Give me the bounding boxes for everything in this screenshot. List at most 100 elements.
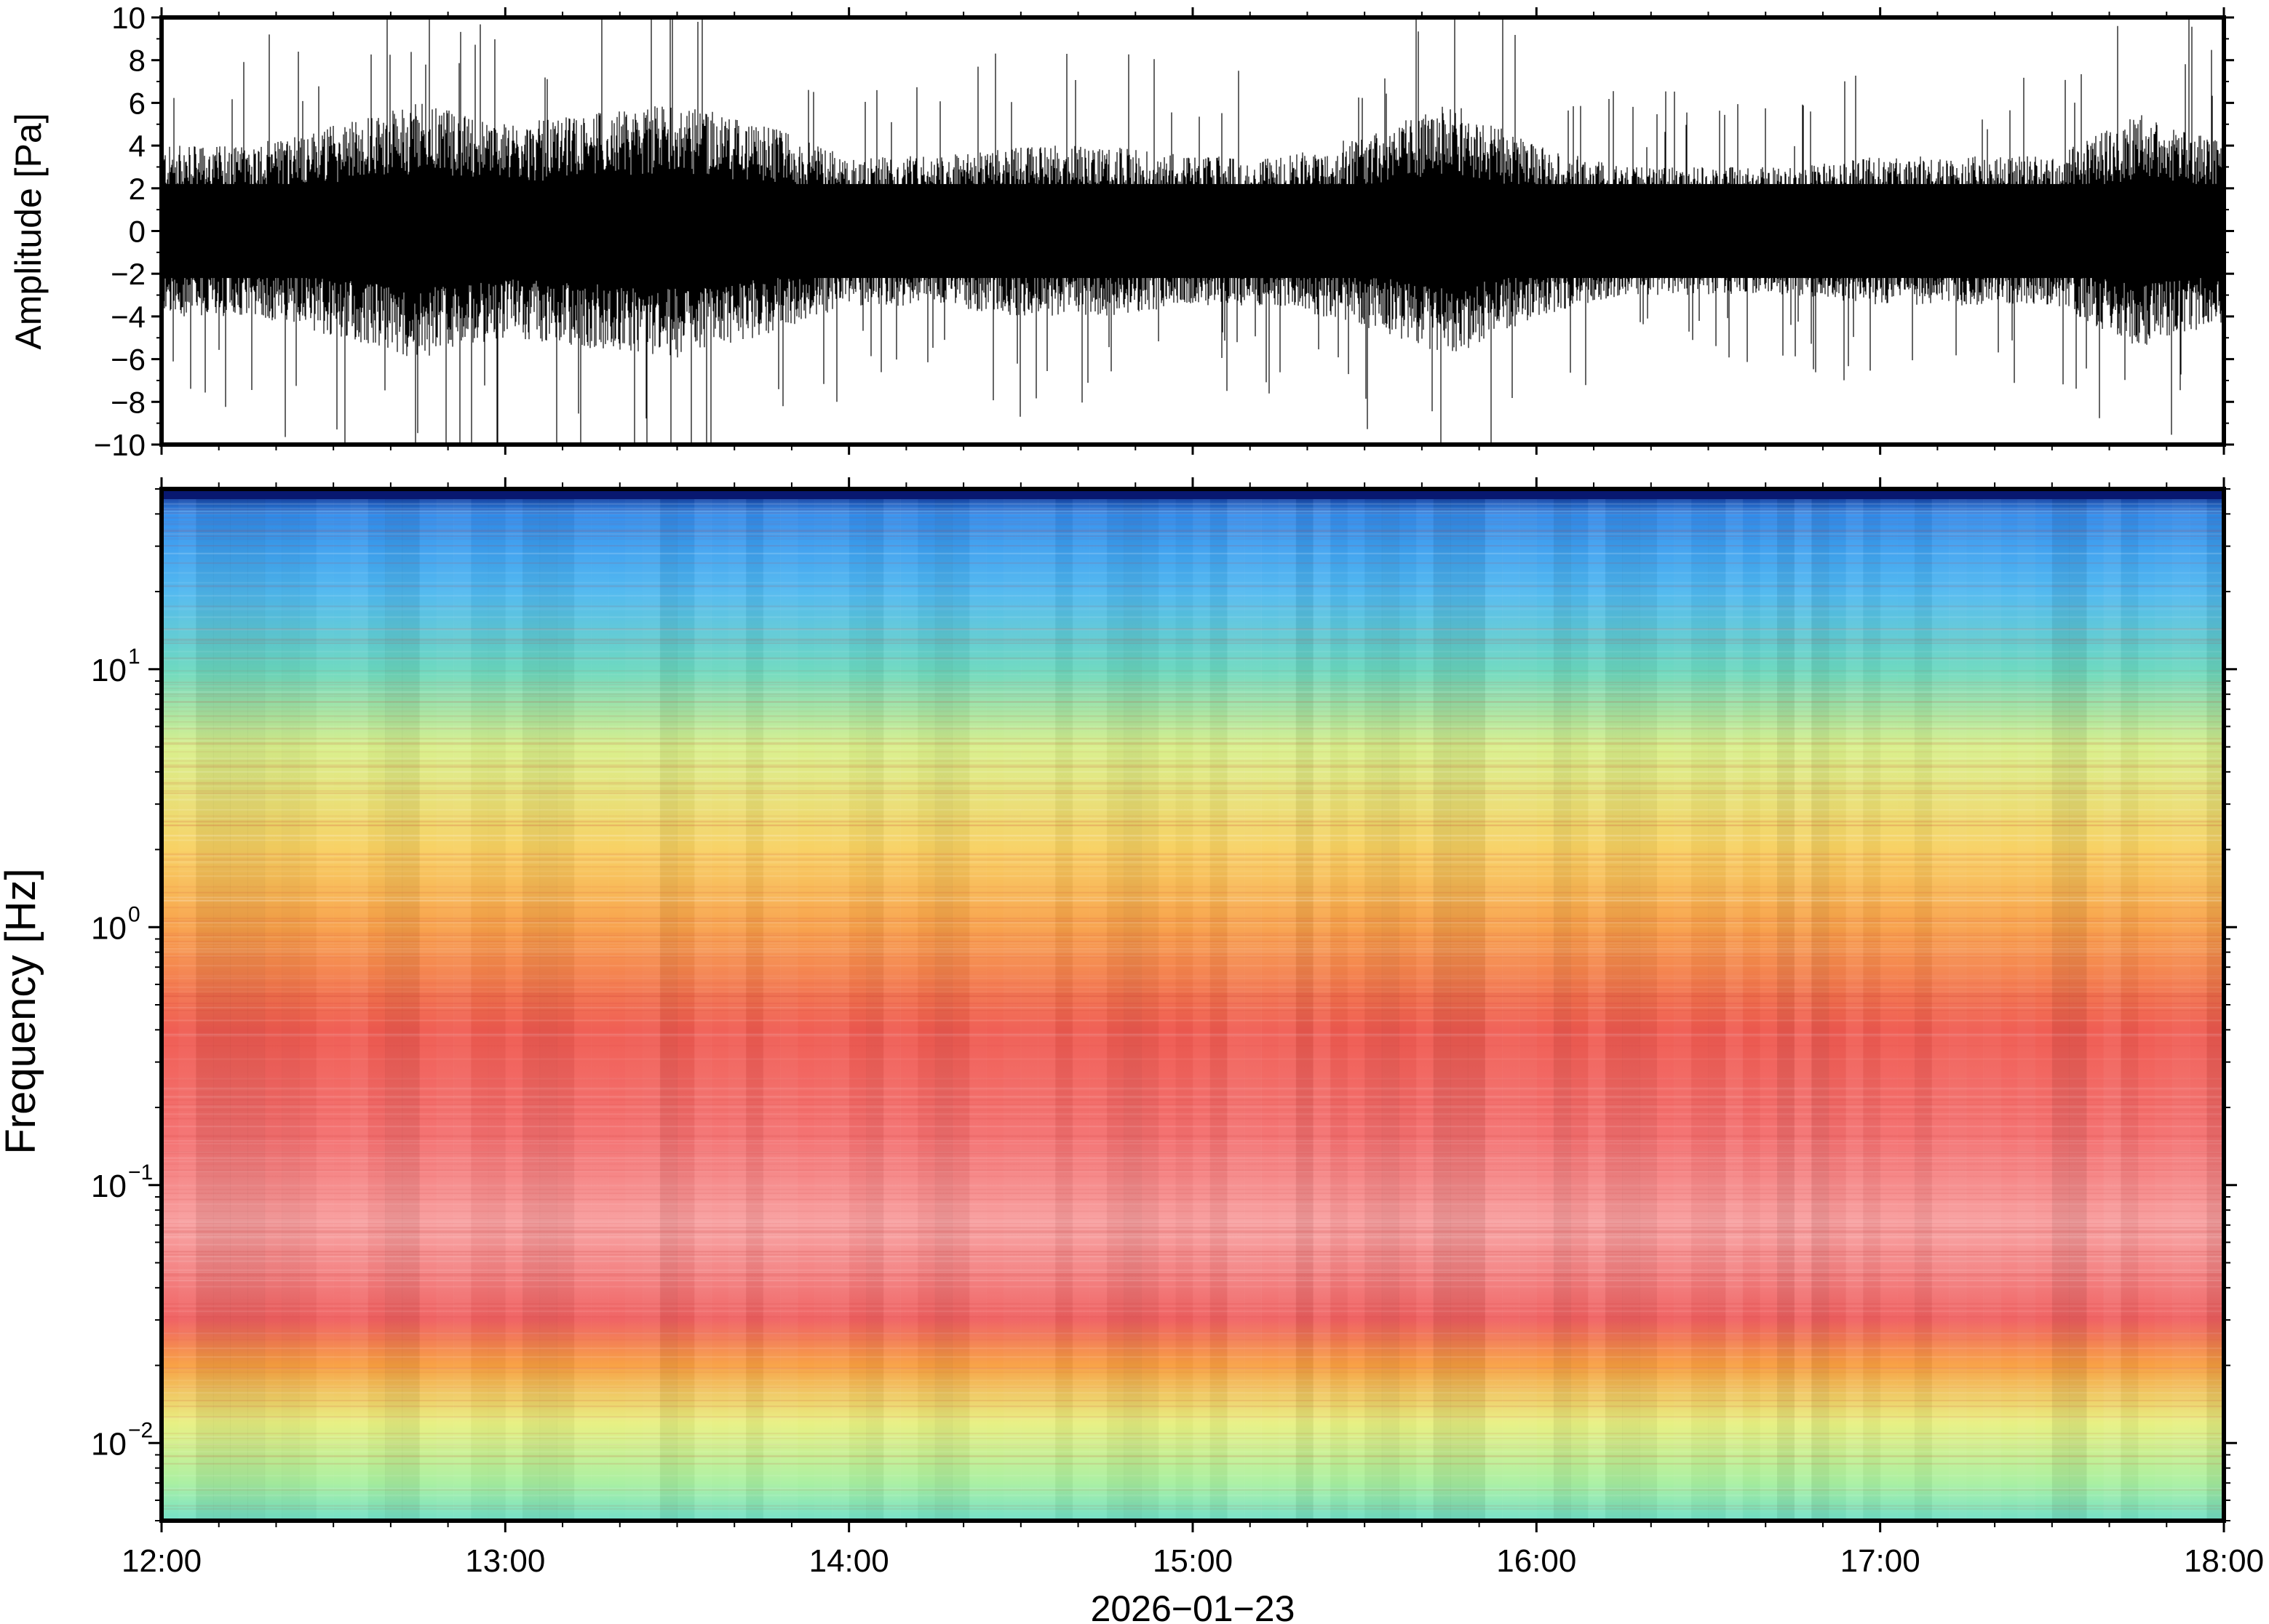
spectrogram-column bbox=[178, 489, 196, 1521]
spectrogram-column bbox=[1553, 489, 1571, 1521]
spectrogram-x-tick-label: 17:00 bbox=[1840, 1543, 1920, 1579]
spectrogram-column bbox=[643, 489, 661, 1521]
waveform-y-tick-label: 6 bbox=[129, 86, 146, 120]
waveform-y-tick-label: 2 bbox=[129, 172, 146, 206]
spectrogram-column bbox=[1467, 489, 1485, 1521]
spectrogram-column bbox=[1605, 489, 1623, 1521]
spectrogram-y-tick-exponent: 0 bbox=[128, 902, 140, 926]
spectrogram-column bbox=[1485, 489, 1503, 1521]
spectrogram-column bbox=[1072, 489, 1090, 1521]
spectrogram-column bbox=[1949, 489, 1967, 1521]
spectrogram-y-tick-label: 10 bbox=[91, 653, 127, 688]
spectrogram-column bbox=[2189, 489, 2207, 1521]
spectrogram-column bbox=[883, 489, 901, 1521]
spectrogram-column bbox=[282, 489, 300, 1521]
spectrogram-column bbox=[196, 489, 214, 1521]
waveform-panel: 10 8 6 4 2 0 −2 −4 −6 −8 −10 Amplitude [Pa] bbox=[8, 1, 2234, 462]
spectrogram-column bbox=[1313, 489, 1331, 1521]
spectrogram-column bbox=[1227, 489, 1245, 1521]
spectrogram-y-axis-label: Frequency [Hz] bbox=[0, 868, 44, 1154]
spectrogram-column bbox=[1966, 489, 1984, 1521]
spectrogram-column bbox=[1124, 489, 1142, 1521]
spectrogram-column bbox=[1811, 489, 1829, 1521]
waveform-y-tick-label: −10 bbox=[94, 428, 146, 462]
spectrogram-column bbox=[866, 489, 884, 1521]
spectrogram-column bbox=[1279, 489, 1297, 1521]
spectrogram-column bbox=[1622, 489, 1640, 1521]
spectrogram-column bbox=[557, 489, 575, 1521]
waveform-y-tick-label: −6 bbox=[111, 343, 146, 377]
spectrogram-column bbox=[728, 489, 747, 1521]
spectrogram-column bbox=[402, 489, 420, 1521]
spectrogram-column bbox=[539, 489, 557, 1521]
waveform-y-tick-label: −2 bbox=[111, 257, 146, 291]
spectrogram-heatmap bbox=[162, 489, 2224, 1521]
spectrogram-y-tick-label: 10 bbox=[91, 1169, 127, 1204]
spectrogram-column bbox=[2155, 489, 2173, 1521]
spectrogram-y-tick-exponent: 1 bbox=[128, 645, 140, 669]
spectrogram-column bbox=[746, 489, 764, 1521]
spectrogram-column bbox=[316, 489, 334, 1521]
spectrogram-column bbox=[1983, 489, 2001, 1521]
spectrogram-column bbox=[230, 489, 248, 1521]
spectrogram-column bbox=[1931, 489, 1950, 1521]
waveform-trace bbox=[162, 17, 2224, 445]
spectrogram-column bbox=[1261, 489, 1279, 1521]
waveform-y-tick-label: 0 bbox=[129, 215, 146, 249]
spectrogram-column bbox=[591, 489, 609, 1521]
spectrogram-column bbox=[1640, 489, 1658, 1521]
spectrogram-column bbox=[1519, 489, 1537, 1521]
spectrogram-y-tick-label: 10 bbox=[91, 1426, 127, 1462]
spectrogram-column bbox=[1141, 489, 1159, 1521]
waveform-y-tick-label: −4 bbox=[111, 300, 146, 334]
spectrogram-column-overlay bbox=[162, 489, 2225, 1521]
waveform-core-band bbox=[162, 183, 2224, 279]
waveform-y-axis-label: Amplitude [Pa] bbox=[8, 113, 49, 349]
waveform-x-ticks bbox=[160, 7, 2225, 455]
spectrogram-column bbox=[2172, 489, 2190, 1521]
waveform-y-tick-label: 8 bbox=[129, 44, 146, 78]
spectrogram-column bbox=[814, 489, 833, 1521]
spectrogram-column bbox=[2051, 489, 2070, 1521]
spectrogram-x-tick-label: 14:00 bbox=[809, 1543, 889, 1579]
spectrogram-column bbox=[1794, 489, 1812, 1521]
spectrogram-column bbox=[625, 489, 643, 1521]
spectrogram-column bbox=[763, 489, 781, 1521]
spectrogram-column bbox=[832, 489, 850, 1521]
spectrogram-column bbox=[659, 489, 677, 1521]
spectrogram-column bbox=[1433, 489, 1451, 1521]
spectrogram-column bbox=[2069, 489, 2087, 1521]
spectrogram-column bbox=[350, 489, 368, 1521]
waveform-y-tick-label: 4 bbox=[129, 129, 146, 163]
spectrogram-x-tick-label: 15:00 bbox=[1153, 1543, 1233, 1579]
spectrogram-column bbox=[1364, 489, 1383, 1521]
waveform-y-ticks: 10 8 6 4 2 0 −2 −4 −6 −8 −10 bbox=[94, 1, 2234, 462]
spectrogram-column bbox=[1725, 489, 1744, 1521]
spectrogram-column bbox=[2206, 489, 2225, 1521]
waveform-y-tick-label: −8 bbox=[111, 385, 146, 419]
spectrogram-column bbox=[1502, 489, 1520, 1521]
spectrogram-column bbox=[1416, 489, 1434, 1521]
spectrogram-column bbox=[247, 489, 266, 1521]
spectrogram-column bbox=[1055, 489, 1073, 1521]
spectrogram-y-tick-exponent: −1 bbox=[128, 1161, 153, 1185]
spectrogram-column bbox=[694, 489, 712, 1521]
waveform-y-tick-label: 10 bbox=[111, 1, 146, 35]
spectrogram-column bbox=[969, 489, 988, 1521]
spectrogram-column bbox=[385, 489, 403, 1521]
spectrogram-column bbox=[1845, 489, 1864, 1521]
spectrogram-y-tick-label: 10 bbox=[91, 910, 127, 946]
spectrogram-column bbox=[934, 489, 953, 1521]
spectrogram-column bbox=[711, 489, 729, 1521]
spectrogram-column bbox=[780, 489, 798, 1521]
spectrogram-x-axis-label: 2026−01−23 bbox=[1091, 1588, 1295, 1624]
spectrogram-column bbox=[1004, 489, 1022, 1521]
spectrogram-column bbox=[522, 489, 541, 1521]
spectrogram-column bbox=[1914, 489, 1932, 1521]
spectrogram-column bbox=[1450, 489, 1469, 1521]
spectrogram-column bbox=[1244, 489, 1262, 1521]
spectrogram-top-band bbox=[162, 489, 2224, 499]
spectrogram-column bbox=[1295, 489, 1314, 1521]
